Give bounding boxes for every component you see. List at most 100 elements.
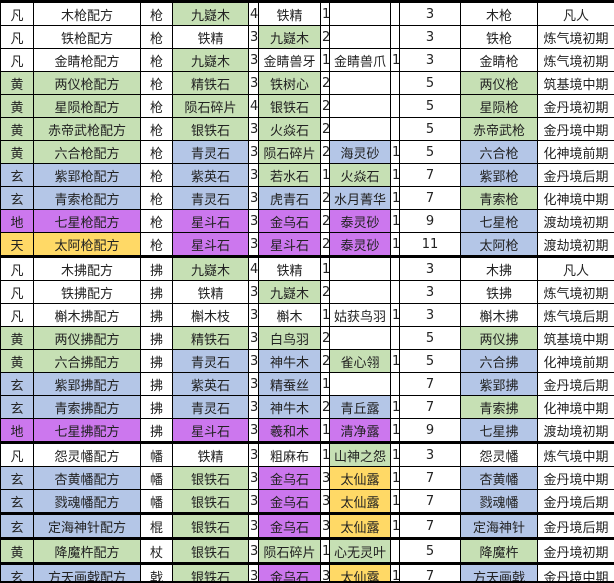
material-3-cell[interactable]: 太仙露 [329,489,391,514]
item-name-cell[interactable]: 槲木拂 [460,303,538,327]
material-1-cell[interactable]: 陨石碎片 [172,94,249,118]
material-2-cell[interactable]: 金乌石 [258,209,321,233]
realm-cell[interactable]: 金丹境初期 [537,537,614,564]
material-3-cell[interactable]: 山神之怨 [329,441,391,467]
recipe-name-cell[interactable]: 紫郢枪配方 [33,163,141,187]
qty-1-cell[interactable]: 3 [248,349,259,373]
grade-cell[interactable]: 黄 [0,349,34,373]
realm-cell[interactable]: 炼气境初期 [537,25,614,49]
recipe-name-cell[interactable]: 七星拂配方 [33,418,141,443]
item-name-cell[interactable]: 怨灵幡 [460,441,538,467]
realm-cell[interactable]: 化神境中期 [537,186,614,210]
qty-1-cell[interactable]: 3 [248,186,259,210]
item-name-cell[interactable]: 降魔杵 [460,537,538,564]
qty-2-cell[interactable]: 1 [320,372,330,396]
material-1-cell[interactable]: 铁精 [172,441,249,467]
qty-2-cell[interactable]: 1 [320,2,330,26]
grade-cell[interactable]: 凡 [0,48,34,72]
item-name-cell[interactable]: 戮魂幡 [460,489,538,514]
material-1-cell[interactable]: 精铁石 [172,326,249,350]
qty-3-cell[interactable] [390,94,400,118]
material-3-cell[interactable]: 青丘露 [329,395,391,419]
realm-cell[interactable]: 金丹境中期 [537,562,614,581]
qty-2-cell[interactable]: 2 [320,71,330,95]
qty-3-cell[interactable]: 1 [390,418,400,443]
material-2-cell[interactable]: 精蚕丝 [258,372,321,396]
grade-cell[interactable]: 玄 [0,372,34,396]
material-3-cell[interactable] [329,280,391,304]
level-cell[interactable]: 9 [399,418,461,443]
material-1-cell[interactable]: 星斗石 [172,209,249,233]
qty-1-cell[interactable]: 4 [248,255,259,281]
qty-1-cell[interactable]: 3 [248,71,259,95]
qty-2-cell[interactable]: 3 [320,466,330,490]
material-2-cell[interactable]: 羲和木 [258,418,321,443]
material-2-cell[interactable]: 白鸟羽 [258,326,321,350]
qty-1-cell[interactable]: 3 [248,418,259,443]
material-1-cell[interactable]: 银铁石 [172,537,249,564]
material-3-cell[interactable]: 太仙露 [329,466,391,490]
material-3-cell[interactable]: 水月菁华 [329,186,391,210]
qty-3-cell[interactable]: 1 [390,562,400,581]
item-name-cell[interactable]: 两仪拂 [460,326,538,350]
material-2-cell[interactable]: 金乌石 [258,562,321,581]
grade-cell[interactable]: 地 [0,418,34,443]
realm-cell[interactable]: 金丹境后期 [537,163,614,187]
recipe-name-cell[interactable]: 紫郢拂配方 [33,372,141,396]
realm-cell[interactable]: 金丹境后期 [537,512,614,539]
qty-2-cell[interactable]: 2 [320,349,330,373]
qty-3-cell[interactable]: 1 [390,395,400,419]
level-cell[interactable]: 3 [399,2,461,26]
material-3-cell[interactable] [329,117,391,141]
qty-2-cell[interactable]: 3 [320,512,330,539]
qty-3-cell[interactable] [390,25,400,49]
recipe-name-cell[interactable]: 青索枪配方 [33,186,141,210]
recipe-name-cell[interactable]: 方天画戟配方 [33,562,141,581]
material-3-cell[interactable] [329,2,391,26]
grade-cell[interactable]: 凡 [0,441,34,467]
item-name-cell[interactable]: 金睛枪 [460,48,538,72]
qty-1-cell[interactable]: 3 [248,117,259,141]
item-name-cell[interactable]: 七星拂 [460,418,538,443]
level-cell[interactable]: 3 [399,280,461,304]
material-1-cell[interactable]: 银铁石 [172,489,249,514]
qty-2-cell[interactable]: 2 [320,186,330,210]
grade-cell[interactable]: 黄 [0,537,34,564]
qty-1-cell[interactable]: 3 [248,303,259,327]
qty-2-cell[interactable]: 1 [320,163,330,187]
item-name-cell[interactable]: 紫郢拂 [460,372,538,396]
level-cell[interactable]: 5 [399,117,461,141]
weapon-type-cell[interactable]: 枪 [140,186,173,210]
level-cell[interactable]: 5 [399,349,461,373]
realm-cell[interactable]: 金丹境后期 [537,372,614,396]
grade-cell[interactable]: 黄 [0,94,34,118]
qty-2-cell[interactable]: 3 [320,562,330,581]
weapon-type-cell[interactable]: 杖 [140,537,173,564]
recipe-name-cell[interactable]: 木拂配方 [33,255,141,281]
qty-3-cell[interactable] [390,2,400,26]
qty-1-cell[interactable]: 3 [248,395,259,419]
qty-1-cell[interactable]: 3 [248,512,259,539]
recipe-name-cell[interactable]: 怨灵幡配方 [33,441,141,467]
grade-cell[interactable]: 玄 [0,466,34,490]
item-name-cell[interactable]: 六合枪 [460,140,538,164]
qty-2-cell[interactable]: 1 [320,48,330,72]
qty-1-cell[interactable]: 3 [248,209,259,233]
material-3-cell[interactable]: 火焱石 [329,163,391,187]
material-1-cell[interactable]: 银铁石 [172,466,249,490]
qty-3-cell[interactable]: 1 [390,349,400,373]
qty-1-cell[interactable]: 3 [248,25,259,49]
qty-1-cell[interactable]: 3 [248,562,259,581]
material-3-cell[interactable] [329,71,391,95]
qty-1-cell[interactable]: 3 [248,232,259,257]
realm-cell[interactable]: 凡人 [537,2,614,26]
qty-1-cell[interactable]: 4 [248,2,259,26]
recipe-name-cell[interactable]: 两仪枪配方 [33,71,141,95]
qty-1-cell[interactable]: 3 [248,537,259,564]
grade-cell[interactable]: 玄 [0,489,34,514]
qty-3-cell[interactable]: 1 [390,48,400,72]
material-3-cell[interactable]: 泰灵砂 [329,232,391,257]
recipe-name-cell[interactable]: 星陨枪配方 [33,94,141,118]
grade-cell[interactable]: 凡 [0,2,34,26]
level-cell[interactable]: 5 [399,71,461,95]
